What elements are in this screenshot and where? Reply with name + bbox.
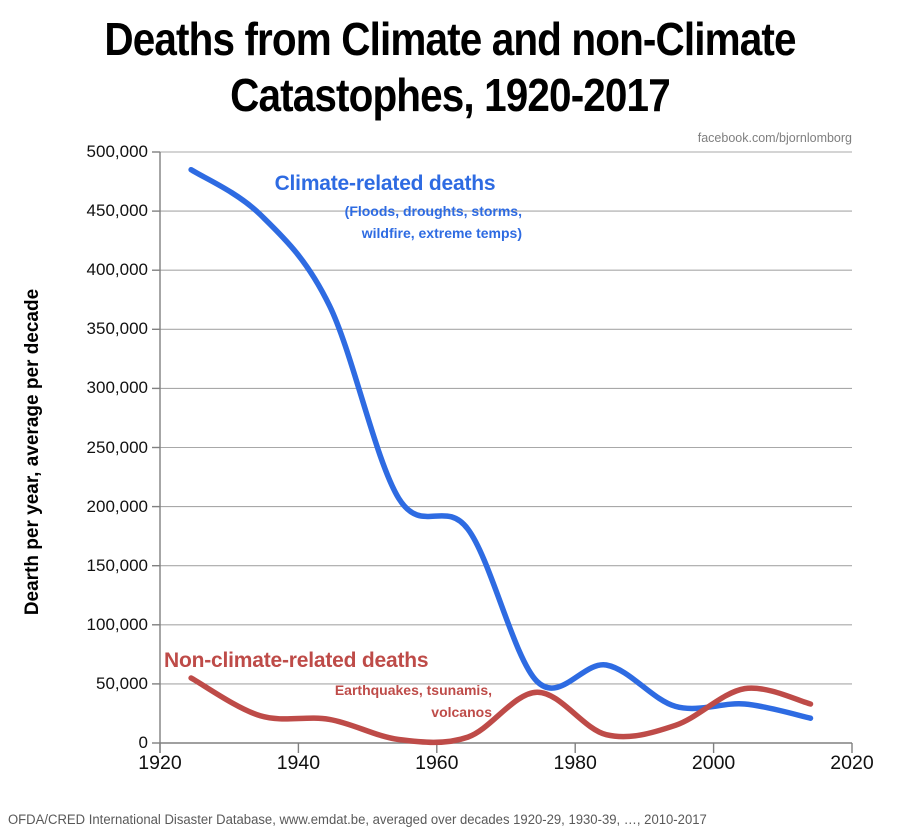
y-tick-label: 200,000 <box>86 496 148 516</box>
y-tick-label: 300,000 <box>86 378 148 398</box>
y-tick-label: 450,000 <box>86 201 148 221</box>
climate-series-sublabel-2: wildfire, extreme temps) <box>361 225 522 241</box>
x-tick-label: 2000 <box>691 752 736 774</box>
credit-link-text: facebook.com/bjornlomborg <box>697 131 852 145</box>
x-tick-label: 1980 <box>553 752 597 774</box>
x-tick-label: 2020 <box>830 752 874 774</box>
y-axis-title: Dearth per year, average per decade <box>22 288 43 616</box>
y-tick-label: 50,000 <box>96 673 148 693</box>
nonclimate-series-sublabel-1: Earthquakes, tsunamis, <box>334 682 492 698</box>
y-tick-label: 0 <box>138 733 148 752</box>
climate-series-label: Climate-related deaths <box>274 172 496 195</box>
x-tick-label: 1940 <box>276 752 321 774</box>
source-footnote: OFDA/CRED International Disaster Databas… <box>8 812 707 827</box>
chart-title-line-2: Catastophes, 1920-2017 <box>230 69 671 121</box>
y-tick-label: 100,000 <box>86 614 148 634</box>
x-tick-label: 1960 <box>415 752 459 774</box>
climate-deaths-line <box>188 166 814 721</box>
nonclimate-series-label: Non-climate-related deaths <box>164 649 429 672</box>
nonclimate-deaths-line <box>188 675 814 746</box>
x-tick-label: 1920 <box>138 752 182 774</box>
climate-series-sublabel-1: (Floods, droughts, storms, <box>344 203 522 219</box>
y-tick-label: 400,000 <box>86 260 148 280</box>
y-tick-label: 250,000 <box>86 437 148 457</box>
nonclimate-series-sublabel-2: volcanos <box>431 704 492 720</box>
y-tick-label: 150,000 <box>86 555 148 575</box>
y-tick-label: 350,000 <box>86 319 148 339</box>
chart-title-line-1: Deaths from Climate and non-Climate <box>104 13 796 65</box>
y-tick-label: 500,000 <box>86 142 148 161</box>
